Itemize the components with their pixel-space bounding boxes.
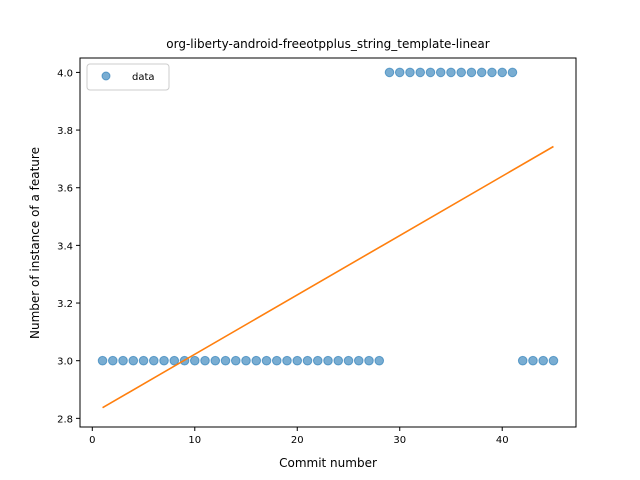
data-point <box>456 67 467 78</box>
data-point <box>497 67 508 78</box>
data-point <box>159 355 169 366</box>
axes-frame <box>79 57 577 428</box>
x-tick-label: 40 <box>496 435 509 446</box>
fit-line <box>102 145 554 409</box>
x-tick-label: 0 <box>89 435 95 446</box>
data-point <box>118 355 128 366</box>
data-point <box>364 355 374 366</box>
y-tick-label: 3.0 <box>57 357 73 368</box>
data-point <box>343 355 354 366</box>
y-tick-label: 3.6 <box>57 184 73 195</box>
x-axis-title: Commit number <box>279 456 377 470</box>
data-point <box>394 67 405 78</box>
data-point <box>415 67 426 78</box>
data-point <box>476 67 487 78</box>
data-point <box>148 355 159 366</box>
data-point <box>384 67 395 78</box>
data-point <box>517 355 528 366</box>
data-point <box>435 67 446 78</box>
data-point <box>220 355 231 366</box>
data-point <box>374 355 385 366</box>
data-point <box>97 355 108 366</box>
data-point <box>538 355 549 366</box>
data-point <box>271 355 282 366</box>
y-tick-label: 3.4 <box>57 241 73 252</box>
data-point <box>333 355 344 366</box>
x-tick-label: 10 <box>188 435 201 446</box>
data-point <box>466 67 477 78</box>
data-point <box>200 355 210 366</box>
x-tick-label: 20 <box>291 435 304 446</box>
data-point <box>528 355 538 366</box>
y-tick-label: 3.2 <box>57 299 73 310</box>
plot-area: 0 10 20 30 40 2.8 3.0 3.2 3.4 3.6 3.8 4.0 <box>57 57 577 446</box>
data-point <box>251 355 262 366</box>
data-point <box>189 355 200 366</box>
data-point <box>230 355 241 366</box>
x-tick-label: 30 <box>393 435 406 446</box>
legend-label-data: data <box>132 72 155 83</box>
legend: data <box>86 63 170 91</box>
data-point <box>169 355 180 366</box>
y-tick-label: 3.8 <box>57 126 73 137</box>
data-point <box>128 355 139 366</box>
data-point <box>446 67 456 78</box>
data-point <box>405 67 415 78</box>
chart-title: org-liberty-android-freeotpplus_string_t… <box>166 37 489 51</box>
data-point <box>425 67 436 78</box>
data-point <box>548 355 559 366</box>
data-point <box>487 67 497 78</box>
y-tick-label: 2.8 <box>57 414 73 425</box>
data-point <box>241 355 251 366</box>
data-point <box>323 355 333 366</box>
data-point <box>261 355 272 366</box>
data-point <box>107 355 118 366</box>
legend-box <box>86 63 170 91</box>
legend-marker-data <box>101 71 111 81</box>
data-point <box>282 355 292 366</box>
data-point <box>312 355 323 366</box>
data-point <box>138 355 149 366</box>
y-tick-label: 4.0 <box>57 68 73 79</box>
data-point <box>353 355 364 366</box>
data-point <box>302 355 313 366</box>
data-point <box>210 355 221 366</box>
data-point <box>507 67 518 78</box>
y-axis-title: Number of instance of a feature <box>28 147 42 339</box>
data-point <box>292 355 303 366</box>
